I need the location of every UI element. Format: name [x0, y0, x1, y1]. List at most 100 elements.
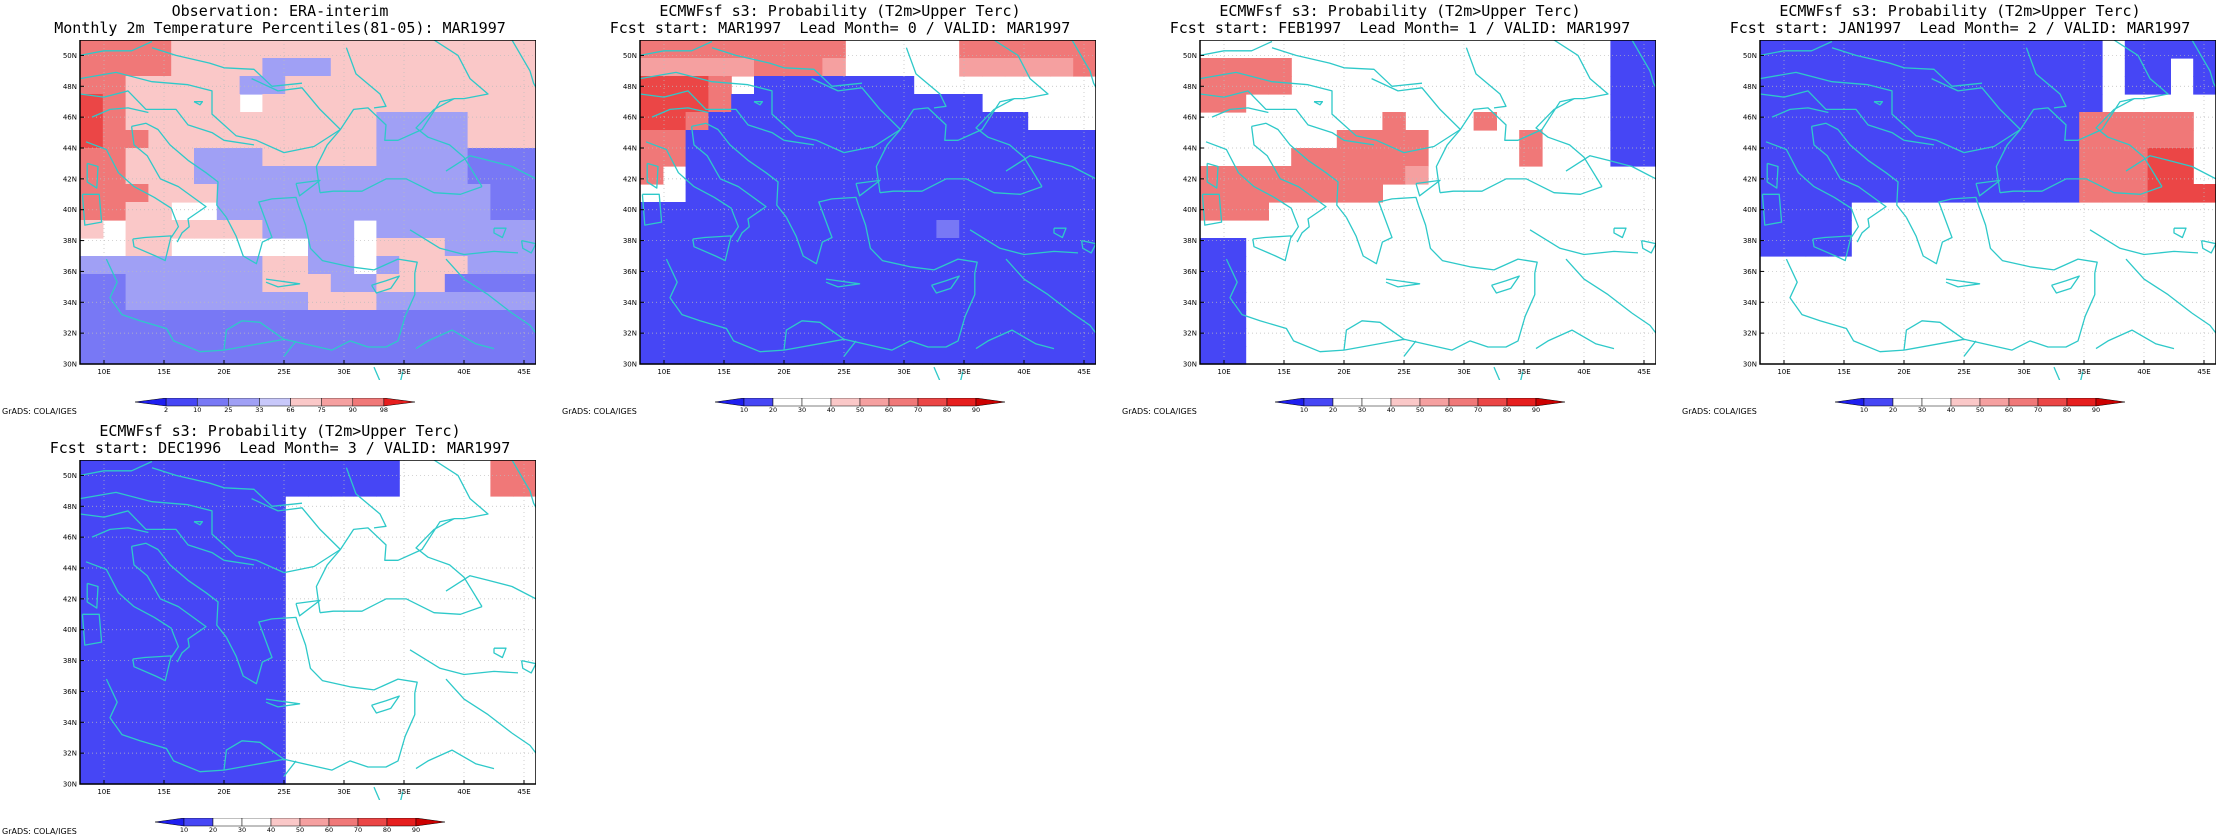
- grid-cell: [513, 274, 536, 293]
- grid-cell: [982, 40, 1006, 59]
- grid-cell: [1760, 94, 1784, 113]
- grid-cell: [308, 220, 332, 239]
- grid-cell: [662, 58, 687, 77]
- lat-tick-label: 42N: [63, 595, 77, 603]
- coastline: [130, 546, 207, 663]
- grid-cell: [731, 328, 755, 347]
- grid-cell: [1805, 238, 1829, 257]
- lat-tick-label: 42N: [1743, 175, 1757, 183]
- grid-cell: [353, 478, 377, 497]
- grid-cell: [330, 76, 355, 95]
- grid-cell: [685, 346, 709, 365]
- grid-cell: [1874, 184, 1898, 203]
- grid-cell: [444, 238, 469, 257]
- grid-cell: [1919, 76, 1943, 95]
- grid-cell: [125, 166, 149, 185]
- lat-tick-label: 40N: [63, 626, 77, 634]
- grid-cell: [1760, 202, 1784, 221]
- grid-cell: [194, 622, 218, 641]
- grid-cell: [490, 202, 514, 221]
- grid-cell: [731, 256, 755, 275]
- grid-cell: [1610, 58, 1634, 77]
- lat-tick-label: 30N: [1743, 361, 1757, 369]
- coastline: [1201, 193, 1223, 226]
- grid-cell: [239, 76, 263, 95]
- grid-cell: [1519, 130, 1543, 149]
- grid-cell: [125, 658, 149, 677]
- grid-cell: [194, 166, 218, 185]
- grid-cell: [148, 238, 172, 257]
- coastline: [319, 178, 483, 195]
- colorbar-label: 30: [238, 826, 246, 832]
- grid-cell: [731, 292, 755, 311]
- coastline: [79, 491, 341, 574]
- grid-cell: [1073, 310, 1096, 329]
- lat-tick-label: 36N: [63, 268, 77, 276]
- grid-cell: [2010, 58, 2035, 77]
- grid-cell: [216, 514, 241, 533]
- coastline: [692, 235, 732, 262]
- grid-cell: [845, 202, 869, 221]
- lat-tick-label: 50N: [63, 472, 77, 480]
- lon-tick-label: 45E: [1637, 368, 1650, 376]
- grid-cell: [216, 658, 241, 677]
- colorbar-segment: [352, 398, 385, 407]
- grid-cell: [125, 604, 149, 623]
- colorbar-segment: [2037, 398, 2068, 407]
- grid-cell: [868, 94, 892, 113]
- grid-cell: [1200, 166, 1224, 185]
- grid-cell: [959, 112, 983, 131]
- grid-cell: [1050, 58, 1074, 77]
- grid-cell: [80, 148, 104, 167]
- grid-cell: [2056, 148, 2080, 167]
- grid-cell: [125, 586, 149, 605]
- grid-cell: [982, 346, 1006, 365]
- grid-cell: [708, 76, 732, 95]
- grid-cell: [1050, 292, 1074, 311]
- grid-cell: [148, 604, 172, 623]
- panel-title: ECMWFsf s3: Probability (T2m>Upper Terc): [1779, 2, 2141, 20]
- grid-cell: [444, 310, 469, 329]
- grid-cell: [1988, 112, 2012, 131]
- grid-cell: [1245, 76, 1269, 95]
- coastline: [132, 235, 172, 262]
- grid-cell: [708, 292, 732, 311]
- grid-cell: [1874, 40, 1898, 59]
- grid-cell: [330, 346, 355, 365]
- grid-cell: [376, 328, 400, 347]
- coastline: [79, 71, 341, 154]
- grid-cell: [171, 166, 195, 185]
- colorbar-label: 90: [2092, 406, 2100, 412]
- grid-cell: [513, 94, 536, 113]
- grid-cell: [1896, 94, 1921, 113]
- grid-cell: [148, 712, 172, 731]
- panel-title: ECMWFsf s3: Probability (T2m>Upper Terc): [659, 2, 1021, 20]
- grid-cell: [467, 40, 491, 59]
- grid-cell: [444, 94, 469, 113]
- grid-cell: [399, 328, 423, 347]
- coastline: [81, 613, 103, 646]
- grid-cell: [1633, 130, 1656, 149]
- grid-cell: [490, 76, 514, 95]
- grid-cell: [959, 346, 983, 365]
- grid-cell: [868, 184, 892, 203]
- coastline: [371, 275, 400, 294]
- lat-tick-label: 48N: [623, 83, 637, 91]
- lon-tick-label: 20E: [1897, 368, 1910, 376]
- grid-cell: [1073, 346, 1096, 365]
- grid-cell: [936, 328, 960, 347]
- coastline: [223, 693, 416, 771]
- grid-cell: [1359, 184, 1383, 203]
- lon-tick-label: 35E: [1517, 368, 1530, 376]
- grid-cell: [1782, 238, 1807, 257]
- colorbar-segment: [357, 818, 388, 827]
- grid-cell: [731, 238, 755, 257]
- coastline: [193, 521, 204, 526]
- grid-cell: [171, 256, 195, 275]
- panel-lead3: ECMWFsf s3: Probability (T2m>Upper Terc)…: [0, 420, 560, 840]
- coastline: [1535, 329, 1615, 350]
- coastline: [1873, 101, 1884, 106]
- coastline: [691, 122, 787, 218]
- grid-cell: [982, 310, 1006, 329]
- grid-cell: [102, 58, 127, 77]
